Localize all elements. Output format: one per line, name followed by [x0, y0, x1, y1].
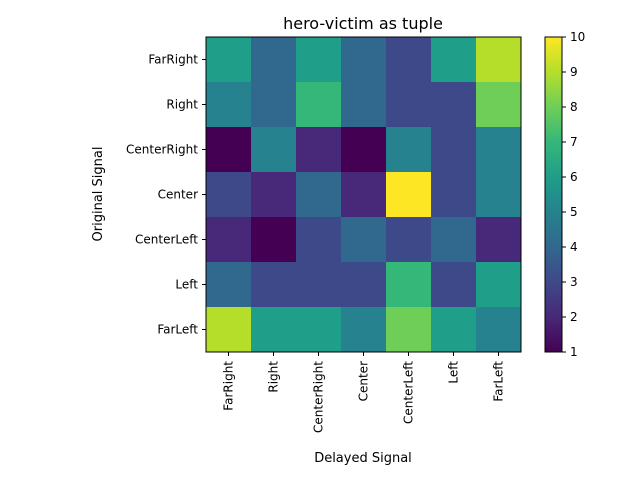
- x-tick-label: CenterLeft: [402, 361, 416, 424]
- heatmap-cell: [341, 82, 387, 128]
- heatmap-cell: [386, 262, 432, 308]
- heatmap-cell: [296, 127, 342, 173]
- heatmap-cell: [431, 172, 477, 218]
- heatmap-cell: [206, 82, 252, 128]
- y-tick-label: FarRight: [148, 53, 198, 67]
- x-tick-label: Center: [357, 361, 371, 401]
- colorbar-tick-label: 9: [570, 65, 578, 79]
- heatmap-cell: [341, 262, 387, 308]
- heatmap-cells: [206, 37, 522, 353]
- heatmap-cell: [341, 217, 387, 263]
- heatmap-cell: [341, 307, 387, 353]
- colorbar-tick-label: 10: [570, 30, 585, 44]
- heatmap-cell: [386, 127, 432, 173]
- y-tick-label: FarLeft: [157, 323, 198, 337]
- heatmap-cell: [341, 37, 387, 83]
- heatmap-cell: [251, 307, 297, 353]
- heatmap-cell: [251, 127, 297, 173]
- heatmap-cell: [431, 217, 477, 263]
- heatmap-cell: [206, 172, 252, 218]
- x-axis-label: Delayed Signal: [314, 451, 412, 466]
- colorbar-tick-label: 4: [570, 240, 578, 254]
- heatmap-cell: [476, 262, 522, 308]
- heatmap-cell: [431, 82, 477, 128]
- chart-title: hero-victim as tuple: [283, 14, 443, 33]
- heatmap-cell: [206, 37, 252, 83]
- heatmap-cell: [296, 82, 342, 128]
- colorbar-tick-label: 1: [570, 345, 578, 359]
- colorbar-tick-label: 3: [570, 275, 578, 289]
- y-tick-label: CenterLeft: [135, 233, 198, 247]
- heatmap-cell: [476, 307, 522, 353]
- y-tick-label: CenterRight: [126, 143, 198, 157]
- colorbar-tick-label: 8: [570, 100, 578, 114]
- y-tick-label: Center: [158, 188, 198, 202]
- heatmap-cell: [386, 307, 432, 353]
- colorbar-tick-label: 6: [570, 170, 578, 184]
- heatmap-cell: [386, 82, 432, 128]
- heatmap-cell: [341, 127, 387, 173]
- x-tick-label: Left: [447, 361, 461, 384]
- y-tick-label: Right: [166, 98, 198, 112]
- heatmap-cell: [251, 82, 297, 128]
- heatmap-cell: [386, 172, 432, 218]
- heatmap-cell: [431, 127, 477, 173]
- heatmap-cell: [431, 307, 477, 353]
- heatmap-cell: [206, 127, 252, 173]
- colorbar: [544, 36, 563, 353]
- y-axis-label: Original Signal: [91, 147, 106, 242]
- colorbar-tick-label: 2: [570, 310, 578, 324]
- x-tick-label: CenterRight: [312, 361, 326, 433]
- heatmap-cell: [296, 37, 342, 83]
- colorbar-ticks: 1 2 3 4 5 6 7 8 9 10: [562, 30, 585, 359]
- heatmap-cell: [251, 217, 297, 263]
- heatmap-cell: [206, 307, 252, 353]
- heatmap-cell: [476, 37, 522, 83]
- heatmap-cell: [476, 127, 522, 173]
- heatmap-cell: [251, 37, 297, 83]
- heatmap-cell: [206, 262, 252, 308]
- heatmap-cell: [476, 217, 522, 263]
- heatmap-cell: [206, 217, 252, 263]
- heatmap-cell: [431, 262, 477, 308]
- heatmap-cell: [386, 217, 432, 263]
- heatmap-cell: [431, 37, 477, 83]
- heatmap-cell: [296, 217, 342, 263]
- colorbar-tick-label: 5: [570, 205, 578, 219]
- y-tick-label: Left: [175, 278, 198, 292]
- y-axis-ticks: FarRight Right CenterRight Center CenterLeft…: [126, 53, 206, 337]
- heatmap-cell: [386, 37, 432, 83]
- heatmap-cell: [296, 307, 342, 353]
- heatmap-cell: [251, 262, 297, 308]
- x-axis-ticks: FarRight Right CenterRight Center CenterLeft…: [222, 352, 506, 433]
- x-tick-label: FarLeft: [492, 361, 506, 402]
- heatmap-cell: [296, 172, 342, 218]
- colorbar-tick-label: 7: [570, 135, 578, 149]
- heatmap-cell: [341, 172, 387, 218]
- heatmap-cell: [476, 172, 522, 218]
- heatmap-cell: [251, 172, 297, 218]
- x-tick-label: FarRight: [222, 361, 236, 411]
- heatmap-cell: [476, 82, 522, 128]
- heatmap-cell: [296, 262, 342, 308]
- x-tick-label: Right: [267, 361, 281, 393]
